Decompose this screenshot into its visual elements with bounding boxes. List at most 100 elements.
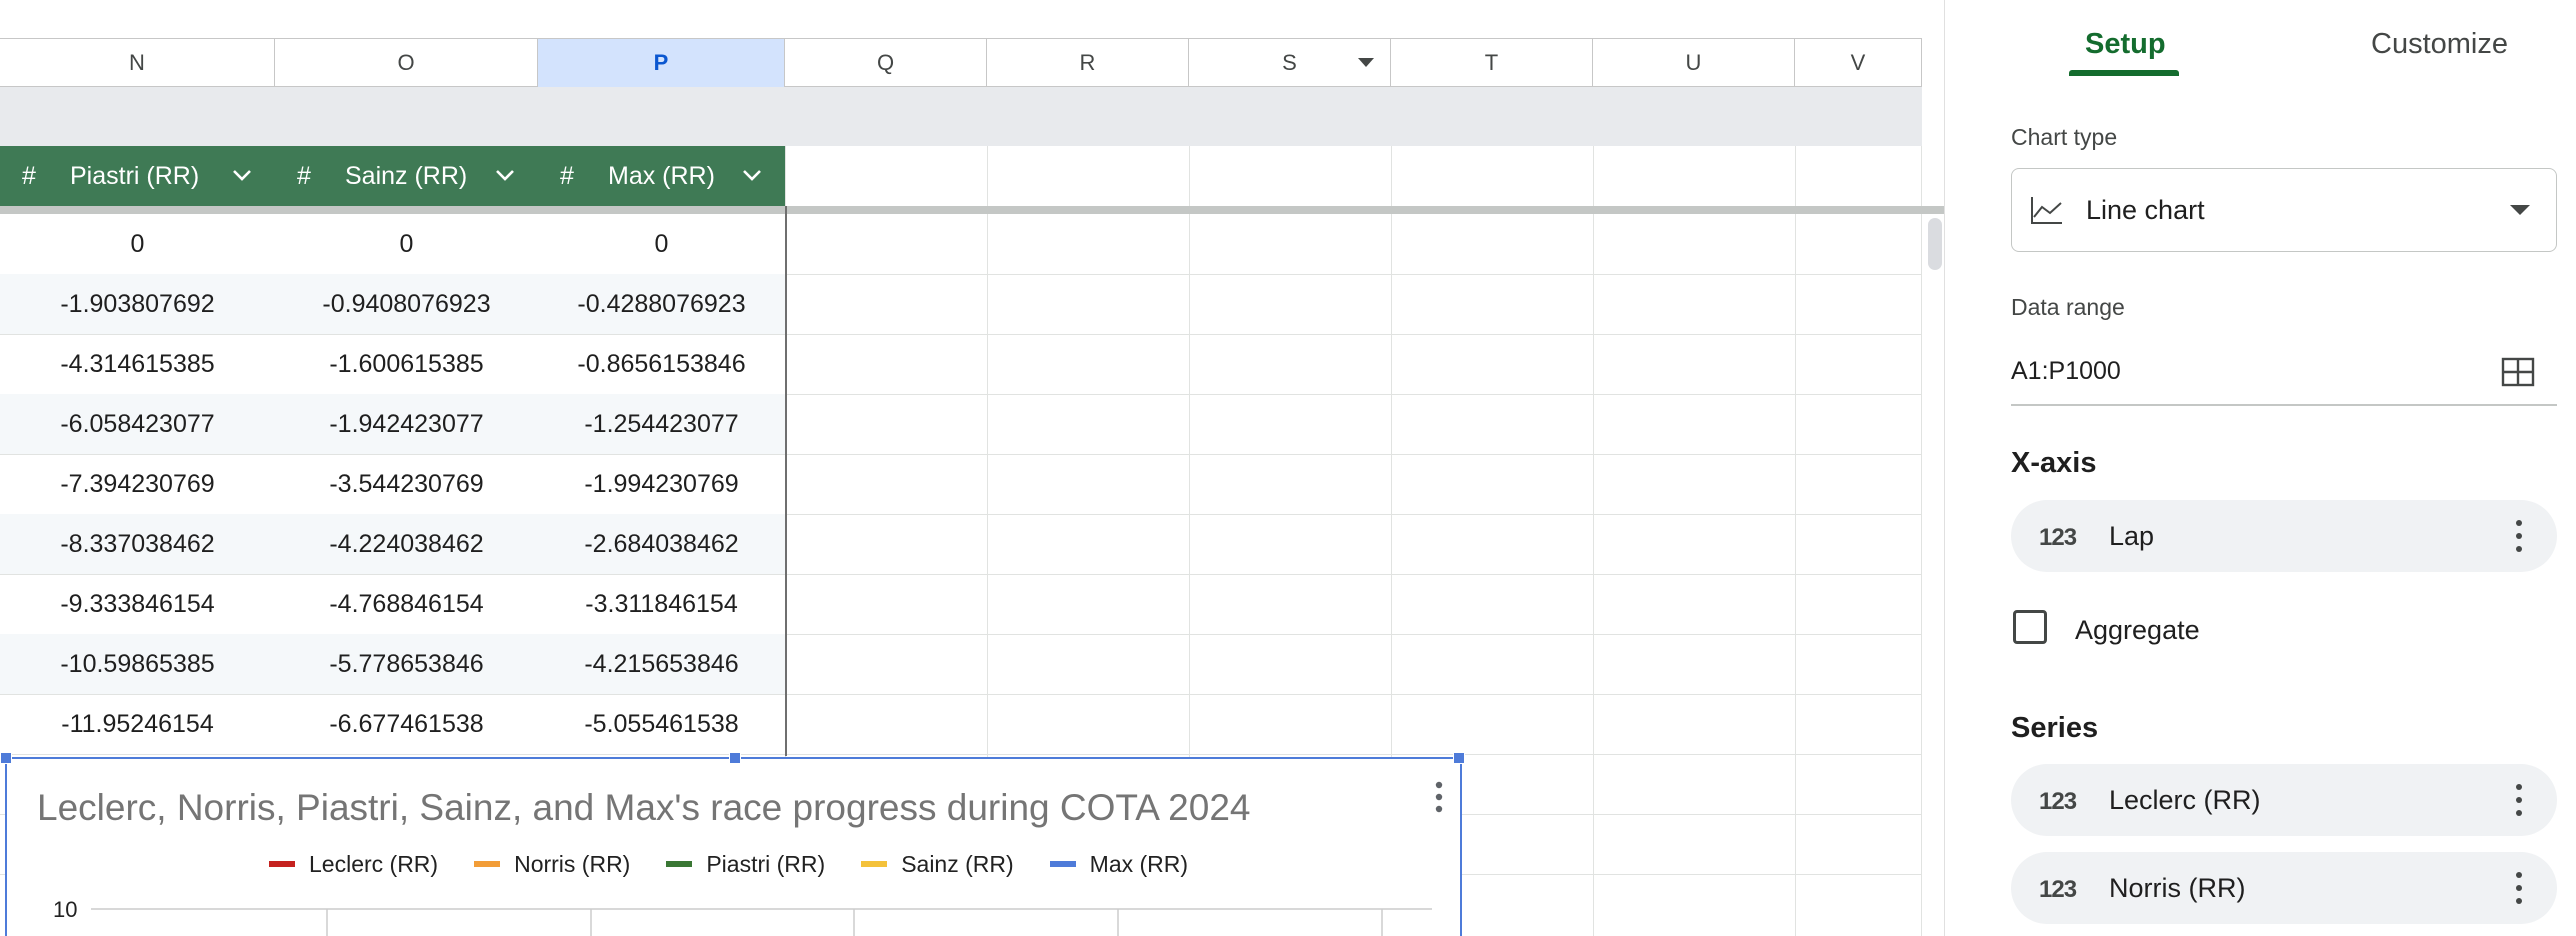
legend-swatch bbox=[1049, 861, 1076, 867]
column-header-q[interactable]: Q bbox=[785, 39, 987, 87]
chart-editor-panel: Setup Customize Chart type Line chart Da… bbox=[1944, 0, 2576, 936]
table-header-sainz[interactable]: # Sainz (RR) bbox=[275, 146, 538, 206]
table-cell[interactable]: 0 bbox=[130, 229, 145, 258]
table-header-max[interactable]: # Max (RR) bbox=[538, 146, 785, 206]
freeze-divider[interactable] bbox=[0, 206, 1944, 214]
active-tab-indicator bbox=[2069, 70, 2179, 76]
grid-line bbox=[0, 454, 1922, 455]
number-field-icon: 123 bbox=[2039, 788, 2077, 815]
series-field-chip[interactable]: 123 Leclerc (RR) bbox=[2011, 764, 2557, 836]
legend-swatch bbox=[861, 861, 888, 867]
x-axis-field-chip[interactable]: 123 Lap bbox=[2011, 500, 2557, 572]
legend-item-leclerc[interactable]: Leclerc (RR) bbox=[269, 851, 438, 878]
data-range-label: Data range bbox=[2011, 294, 2125, 320]
more-vert-icon[interactable] bbox=[2515, 870, 2523, 906]
grid-line bbox=[0, 394, 1922, 395]
vertical-scrollbar[interactable] bbox=[1928, 218, 1942, 270]
line-chart-icon bbox=[2031, 197, 2062, 224]
table-cell[interactable]: -0.4288076923 bbox=[577, 289, 746, 318]
column-header-bar: N O P Q R S T U V bbox=[0, 38, 1922, 87]
table-cell[interactable]: -6.677461538 bbox=[329, 709, 484, 738]
chart-type-label: Chart type bbox=[2011, 124, 2118, 150]
legend-item-max[interactable]: Max (RR) bbox=[1049, 851, 1188, 878]
more-vert-icon[interactable] bbox=[2515, 518, 2523, 554]
table-row: -9.333846154 -4.768846154 -3.311846154 bbox=[0, 574, 785, 634]
chevron-down-icon[interactable] bbox=[741, 164, 763, 186]
table-cell[interactable]: -6.058423077 bbox=[60, 409, 215, 438]
chart-type-select[interactable]: Line chart bbox=[2011, 168, 2557, 252]
table-header-label: Max (RR) bbox=[608, 162, 715, 190]
table-cell[interactable]: 0 bbox=[654, 229, 669, 258]
grid-line bbox=[0, 574, 1922, 575]
chevron-down-icon[interactable] bbox=[231, 164, 253, 186]
number-type-icon: # bbox=[22, 162, 36, 190]
column-letter: T bbox=[1484, 50, 1499, 75]
legend-label: Norris (RR) bbox=[514, 850, 631, 877]
y-tick-label: 10 bbox=[53, 897, 77, 922]
column-header-u[interactable]: U bbox=[1593, 39, 1795, 87]
table-cell[interactable]: -10.59865385 bbox=[60, 649, 215, 678]
resize-handle[interactable] bbox=[729, 752, 741, 764]
legend-item-piastri[interactable]: Piastri (RR) bbox=[666, 851, 825, 878]
table-cell[interactable]: -0.9408076923 bbox=[322, 289, 491, 318]
column-menu-caret-icon[interactable] bbox=[1358, 58, 1374, 67]
tab-customize[interactable]: Customize bbox=[2371, 28, 2508, 60]
column-header-s[interactable]: S bbox=[1189, 39, 1391, 87]
more-vert-icon[interactable] bbox=[1427, 777, 1451, 817]
column-header-p[interactable]: P bbox=[538, 39, 785, 87]
legend-swatch bbox=[269, 861, 295, 867]
column-header-n[interactable]: N bbox=[0, 39, 275, 87]
column-header-t[interactable]: T bbox=[1391, 39, 1593, 87]
table-cell[interactable]: -1.994230769 bbox=[584, 469, 739, 498]
legend-item-sainz[interactable]: Sainz (RR) bbox=[861, 851, 1014, 878]
tab-setup[interactable]: Setup bbox=[2085, 28, 2166, 60]
aggregate-label: Aggregate bbox=[2075, 615, 2200, 645]
table-cell[interactable]: 0 bbox=[399, 229, 414, 258]
chevron-down-icon[interactable] bbox=[494, 164, 516, 186]
table-cell[interactable]: -4.215653846 bbox=[584, 649, 739, 678]
dropdown-caret-icon bbox=[2510, 205, 2530, 215]
column-header-o[interactable]: O bbox=[275, 39, 538, 87]
table-cell[interactable]: -1.942423077 bbox=[329, 409, 484, 438]
table-cell[interactable]: -1.903807692 bbox=[60, 289, 215, 318]
table-cell[interactable]: -9.333846154 bbox=[60, 589, 215, 618]
table-row: -8.337038462 -4.224038462 -2.684038462 bbox=[0, 514, 785, 574]
legend-item-norris[interactable]: Norris (RR) bbox=[474, 851, 630, 878]
data-range-input[interactable]: A1:P1000 bbox=[2011, 357, 2121, 385]
column-letter: Q bbox=[876, 50, 895, 75]
aggregate-checkbox[interactable] bbox=[2013, 610, 2047, 644]
column-header-v[interactable]: V bbox=[1795, 39, 1922, 87]
table-header-piastri[interactable]: # Piastri (RR) bbox=[0, 146, 275, 206]
table-row: -4.314615385 -1.600615385 -0.8656153846 bbox=[0, 334, 785, 394]
resize-handle[interactable] bbox=[1453, 752, 1465, 764]
grid-line bbox=[0, 754, 1922, 755]
column-letter: R bbox=[1079, 50, 1096, 75]
select-range-grid-icon[interactable] bbox=[2501, 357, 2535, 387]
table-cell[interactable]: -1.254423077 bbox=[584, 409, 739, 438]
table-header-row: # Piastri (RR) # Sainz (RR) # Max (RR) bbox=[0, 146, 785, 206]
table-cell[interactable]: -3.311846154 bbox=[585, 589, 738, 618]
series-field-chip[interactable]: 123 Norris (RR) bbox=[2011, 852, 2557, 924]
column-letter: P bbox=[653, 50, 669, 75]
table-cell[interactable]: -7.394230769 bbox=[60, 469, 215, 498]
field-label: Leclerc (RR) bbox=[2109, 785, 2261, 815]
more-vert-icon[interactable] bbox=[2515, 782, 2523, 818]
table-cell[interactable]: -5.778653846 bbox=[329, 649, 484, 678]
grid-line bbox=[1391, 146, 1392, 936]
table-cell[interactable]: -5.055461538 bbox=[584, 709, 739, 738]
column-letter: N bbox=[129, 50, 145, 75]
resize-handle[interactable] bbox=[0, 752, 12, 764]
legend-swatch bbox=[666, 861, 693, 867]
table-cell[interactable]: -1.600615385 bbox=[329, 349, 484, 378]
table-cell[interactable]: -4.224038462 bbox=[329, 529, 484, 558]
table-cell[interactable]: -4.768846154 bbox=[329, 589, 484, 618]
table-cell[interactable]: -11.95246154 bbox=[61, 709, 214, 738]
embedded-chart[interactable]: Leclerc, Norris, Piastri, Sainz, and Max… bbox=[0, 752, 1465, 936]
column-header-r[interactable]: R bbox=[987, 39, 1189, 87]
table-cell[interactable]: -3.544230769 bbox=[329, 469, 484, 498]
table-cell[interactable]: -2.684038462 bbox=[584, 529, 739, 558]
table-cell[interactable]: -8.337038462 bbox=[60, 529, 215, 558]
table-cell[interactable]: -4.314615385 bbox=[60, 349, 215, 378]
table-header-label: Sainz (RR) bbox=[345, 162, 468, 190]
table-cell[interactable]: -0.8656153846 bbox=[577, 349, 746, 378]
